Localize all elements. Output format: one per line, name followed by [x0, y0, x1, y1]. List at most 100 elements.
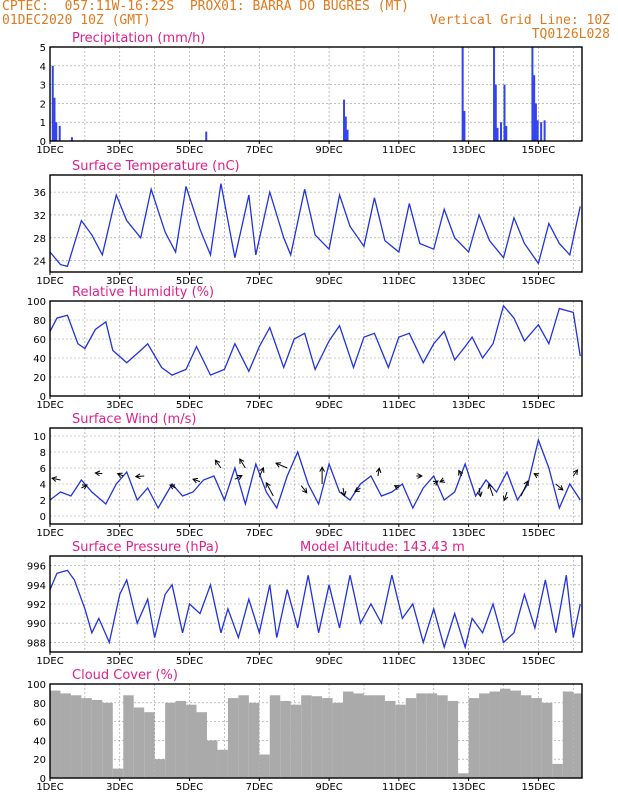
- x-tick-label: 1DEC: [36, 656, 63, 667]
- x-tick-label: 1DEC: [36, 400, 63, 411]
- panel-frame: [49, 427, 583, 525]
- wind-arrow: [51, 477, 61, 481]
- wind-arrow-head: [236, 474, 243, 481]
- x-tick-label: 9DEC: [315, 528, 342, 539]
- wind-arrow-head: [572, 469, 579, 476]
- cloud-bar: [290, 704, 302, 778]
- y-tick-label: 40: [33, 736, 46, 747]
- cloud-bar: [552, 763, 563, 778]
- precip-bar: [494, 84, 497, 141]
- x-tick-label: 3DEC: [106, 400, 133, 411]
- x-tick-label: 1DEC: [36, 528, 63, 539]
- x-tick-label: 11DEC: [382, 276, 416, 287]
- x-tick-label: 13DEC: [452, 145, 486, 156]
- cloud-bar: [206, 740, 218, 778]
- y-tick-label: 0: [40, 512, 46, 523]
- cloud-bar: [322, 698, 333, 778]
- cloud-bar: [384, 700, 396, 778]
- wind-arrow-head: [94, 470, 101, 477]
- cloud-bar: [102, 702, 113, 778]
- wind-arrow: [95, 472, 103, 475]
- precip-bar: [503, 84, 506, 141]
- x-tick-label: 7DEC: [246, 528, 273, 539]
- wind-arrow: [342, 487, 345, 496]
- wind-arrow: [81, 484, 88, 489]
- x-tick-label: 1DEC: [36, 145, 63, 156]
- wind-arrow: [520, 480, 529, 497]
- cloud-bar: [489, 691, 501, 778]
- y-tick-label: 994: [27, 581, 46, 592]
- cloud-bar: [238, 695, 249, 778]
- y-tick-label: 988: [27, 638, 46, 649]
- x-tick-label: 15DEC: [522, 145, 556, 156]
- series-line: [49, 437, 581, 510]
- cloud-bar: [332, 702, 344, 778]
- precip-bar: [461, 47, 464, 141]
- cloud-bar: [437, 695, 448, 778]
- cloud-bar: [227, 698, 239, 778]
- y-tick-label: 80: [33, 316, 46, 327]
- wind-arrow-head: [319, 466, 325, 472]
- cloud-bar: [133, 707, 145, 778]
- cloud-bar: [165, 702, 176, 778]
- y-tick-label: 1: [40, 118, 46, 129]
- y-tick-label: 20: [33, 755, 46, 766]
- y-tick-label: 20: [33, 373, 46, 384]
- cloud-bar: [353, 693, 364, 778]
- precip-bar: [531, 47, 534, 141]
- panel-title: Relative Humidity (%): [72, 285, 214, 300]
- precip-bar: [540, 122, 543, 141]
- wind-arrow-head: [354, 486, 360, 493]
- wind-arrow: [258, 467, 264, 478]
- cloud-bar: [416, 693, 427, 778]
- x-tick-label: 9DEC: [315, 656, 342, 667]
- wind-arrow: [503, 491, 508, 501]
- cloud-bar: [531, 698, 542, 778]
- y-tick-label: 100: [27, 297, 46, 308]
- header-code: TQ0126L028: [531, 27, 610, 42]
- precip-bar: [344, 116, 347, 141]
- wind-arrow-head: [439, 477, 446, 483]
- cloud-bar: [562, 691, 574, 778]
- x-tick-label: 9DEC: [315, 400, 342, 411]
- wind-arrow-head: [214, 459, 221, 466]
- y-tick-label: 60: [33, 335, 46, 346]
- y-tick-label: 32: [33, 211, 46, 222]
- precip-bar: [343, 99, 346, 141]
- cloud-bar: [154, 759, 166, 778]
- precip-bar: [500, 122, 503, 141]
- y-tick-label: 996: [27, 562, 46, 573]
- x-tick-label: 7DEC: [246, 782, 273, 793]
- wind-arrow-head: [275, 462, 282, 468]
- x-tick-label: 1DEC: [36, 782, 63, 793]
- y-tick-label: 8: [40, 448, 46, 459]
- cloud-bar: [269, 695, 281, 778]
- x-tick-label: 5DEC: [176, 276, 203, 287]
- wind-arrow: [214, 459, 222, 469]
- panel-frame: [49, 683, 583, 779]
- header-line1: CPTEC: 057:11W-16:22S PROX01: BARRA DO B…: [2, 0, 409, 14]
- wind-arrow: [555, 483, 564, 491]
- cloud-bar: [468, 698, 480, 778]
- wind-arrow-head: [340, 490, 347, 497]
- cloud-bar: [112, 768, 124, 778]
- wind-arrow-head: [432, 480, 439, 486]
- wind-arrow-head: [523, 480, 529, 487]
- x-tick-label: 3DEC: [106, 782, 133, 793]
- wind-arrow: [572, 469, 578, 477]
- precip-bar: [543, 120, 546, 141]
- y-tick-label: 40: [33, 354, 46, 365]
- wind-arrow: [234, 475, 243, 480]
- y-tick-label: 990: [27, 619, 46, 630]
- precip-bar: [55, 122, 58, 141]
- x-tick-label: 5DEC: [176, 400, 203, 411]
- x-tick-label: 9DEC: [315, 276, 342, 287]
- wind-arrow-head: [502, 495, 509, 502]
- wind-arrow-head: [265, 481, 271, 488]
- x-tick-label: 11DEC: [382, 528, 416, 539]
- cloud-bar: [374, 695, 385, 778]
- wind-arrow-head: [169, 484, 175, 490]
- cloud-bar: [405, 698, 417, 778]
- wind-arrow: [478, 487, 481, 497]
- panel-title: Precipitation (mm/h): [72, 31, 205, 46]
